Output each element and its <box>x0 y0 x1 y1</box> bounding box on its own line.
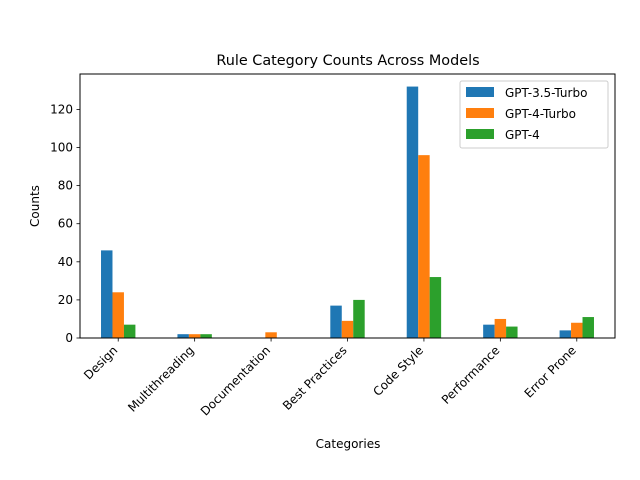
y-tick-label: 0 <box>65 331 73 345</box>
bar <box>494 318 507 338</box>
bar <box>101 250 113 338</box>
bar <box>418 155 430 338</box>
bar <box>571 322 583 338</box>
bar <box>330 305 342 338</box>
bar <box>188 334 201 338</box>
legend-swatch <box>466 129 494 139</box>
x-tick-label: Error Prone <box>522 343 579 400</box>
x-tick-label: Design <box>81 343 120 382</box>
bar <box>506 326 518 338</box>
legend: GPT-3.5-Turbo GPT-4-Turbo GPT-4 <box>459 80 609 149</box>
bar <box>177 334 189 338</box>
x-axis-label: Categories <box>316 437 381 451</box>
x-tick-label: Code Style <box>370 343 426 399</box>
bar <box>200 334 212 338</box>
legend-label: GPT-4-Turbo <box>505 107 576 121</box>
legend-label: GPT-3.5-Turbo <box>505 86 587 100</box>
y-tick-label: 20 <box>58 293 73 307</box>
x-tick-label: Performance <box>439 343 503 407</box>
y-axis-label: Counts <box>28 185 42 227</box>
bar <box>123 324 136 338</box>
x-tick-label: Multithreading <box>125 343 197 415</box>
legend-box <box>459 80 609 149</box>
bar <box>406 86 419 338</box>
chart-title: Rule Category Counts Across Models <box>216 53 479 69</box>
y-axis: 0 20 40 60 80 100 120 <box>50 102 80 345</box>
x-tick-label: Best Practices <box>280 343 350 413</box>
legend-swatch <box>466 108 494 118</box>
y-tick-label: 60 <box>58 217 73 231</box>
bar <box>353 299 365 338</box>
bar <box>559 330 572 338</box>
x-tick-label: Documentation <box>198 343 273 418</box>
y-tick-label: 80 <box>58 179 73 193</box>
bars-group <box>101 86 594 338</box>
x-axis: Design Multithreading Documentation Best Pr… <box>81 338 579 419</box>
legend-swatch <box>466 87 494 97</box>
bar <box>112 292 124 338</box>
y-tick-label: 100 <box>50 141 73 155</box>
bar <box>483 324 495 338</box>
bar <box>265 332 277 338</box>
y-tick-label: 40 <box>58 255 73 269</box>
bar <box>582 317 594 338</box>
bar <box>429 277 442 338</box>
legend-label: GPT-4 <box>505 128 540 142</box>
y-tick-label: 120 <box>50 102 73 116</box>
bar <box>341 320 354 338</box>
